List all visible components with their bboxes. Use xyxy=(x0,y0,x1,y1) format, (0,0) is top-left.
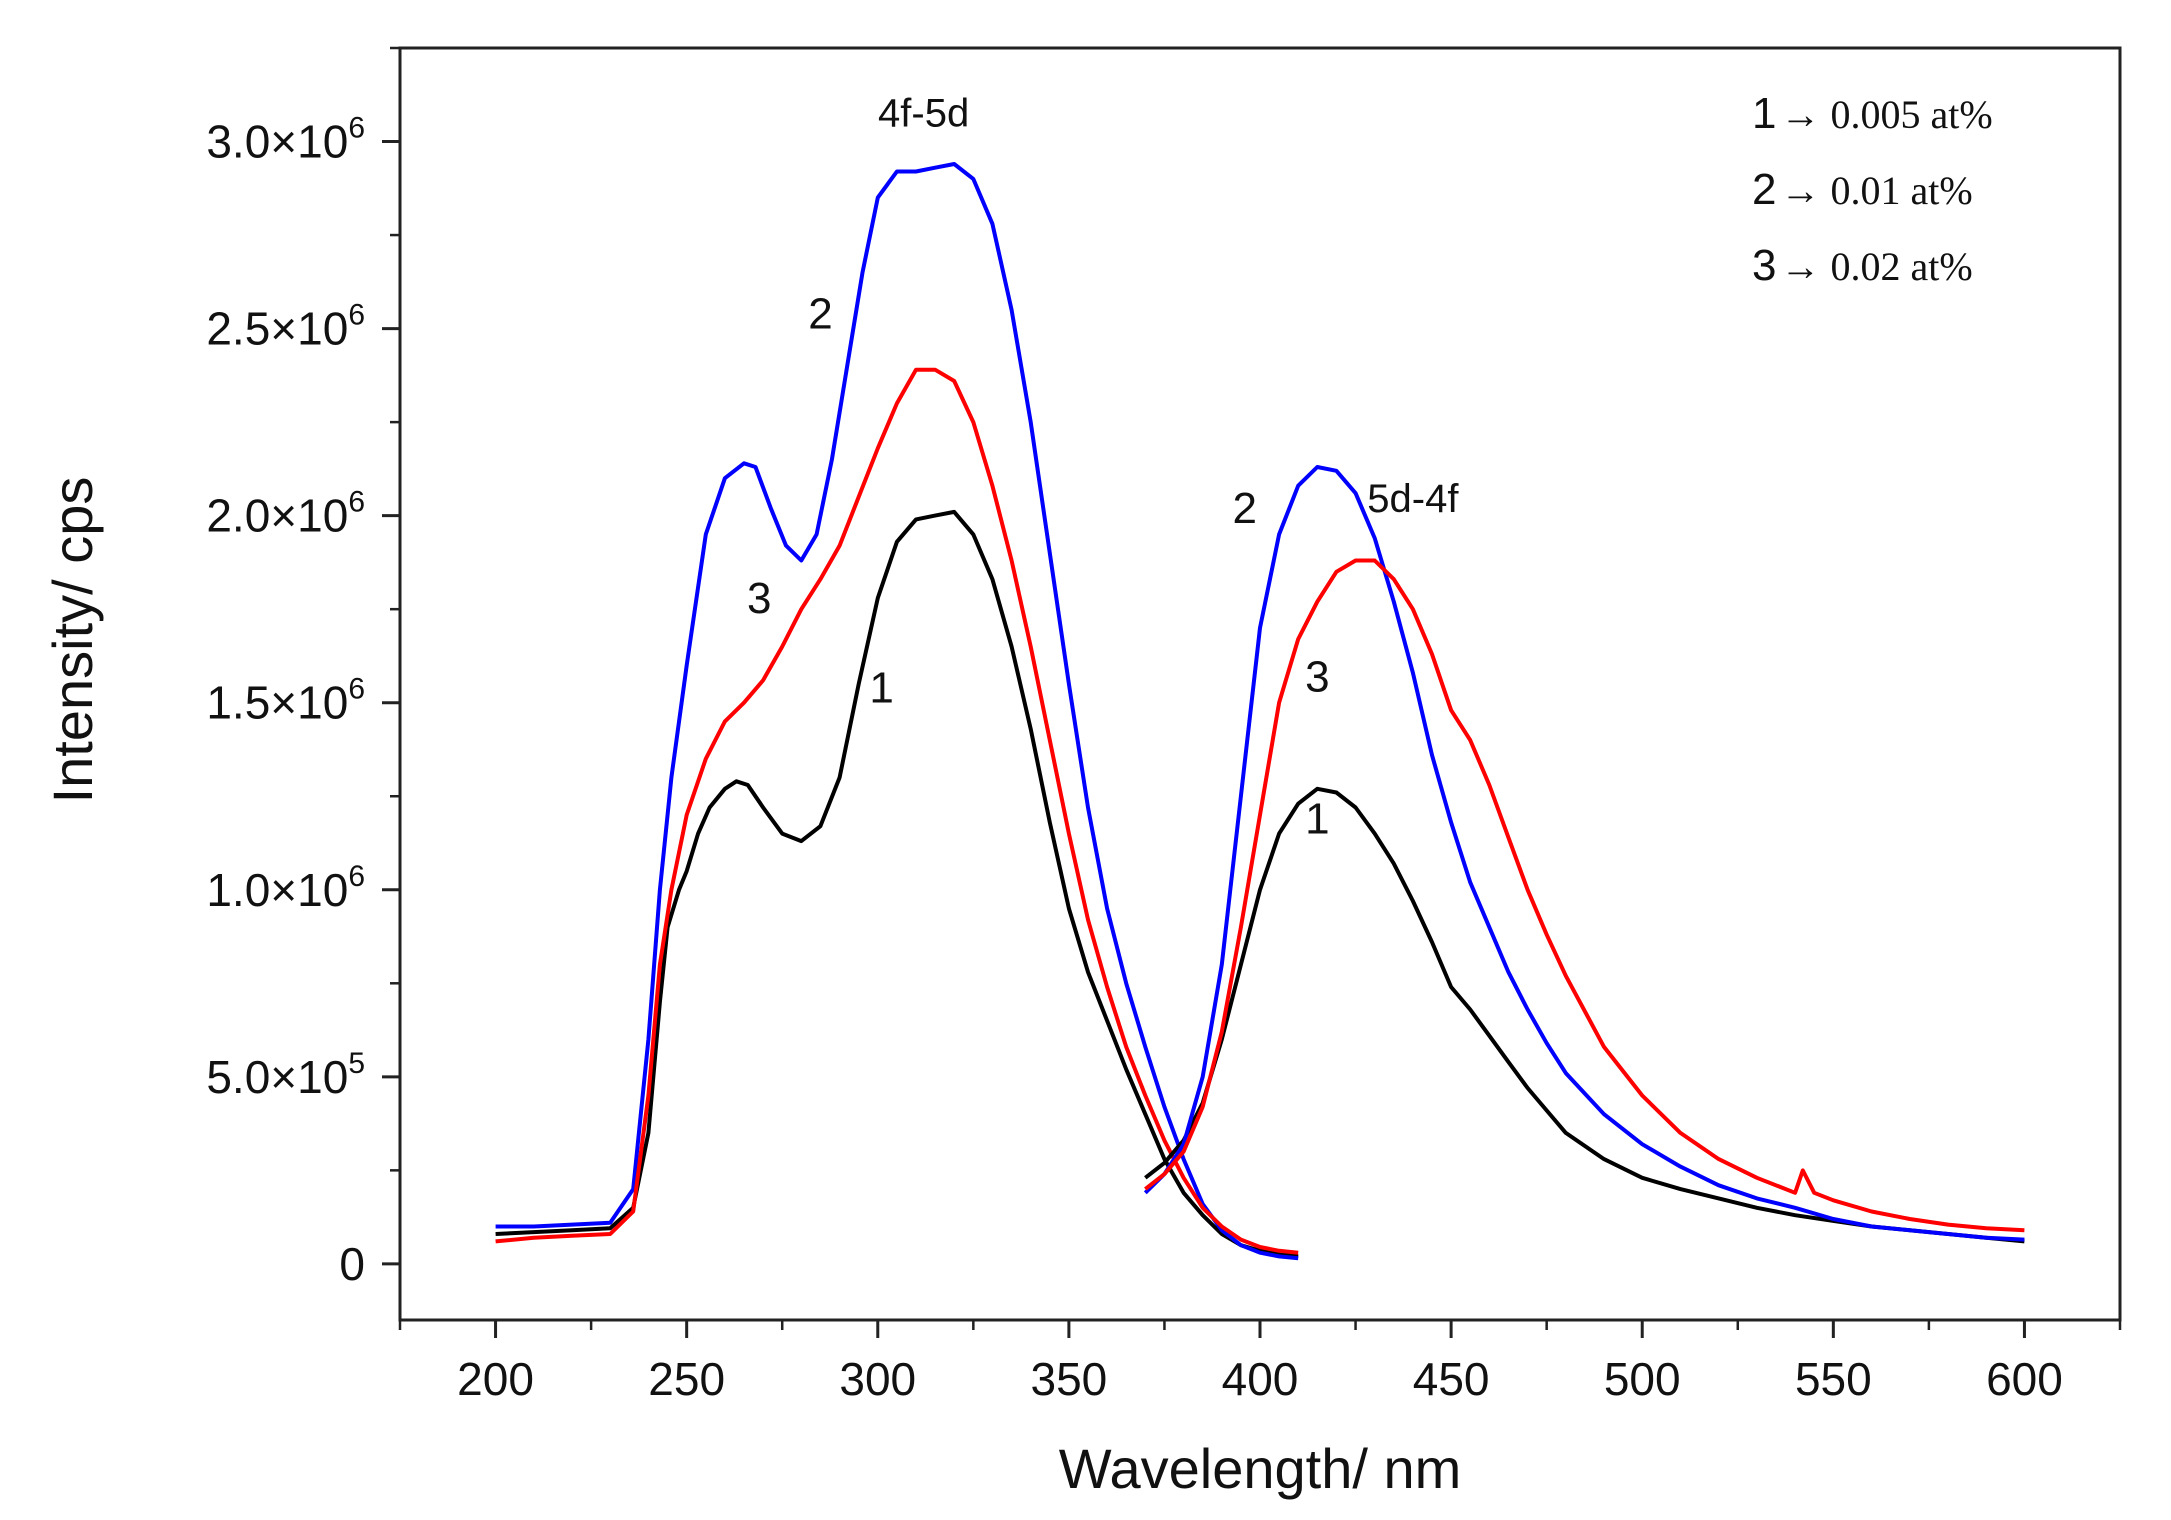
y-tick-label: 1.5×106 xyxy=(206,673,365,729)
y-tick-label: 5.0×105 xyxy=(206,1047,365,1103)
legend-entry: 2 → 0.01 at% xyxy=(1752,165,1973,214)
series-line-3-excitation xyxy=(495,367,1299,1255)
series-line-1-emission xyxy=(1144,786,2025,1244)
x-tick-label: 350 xyxy=(1031,1353,1108,1405)
y-tick-label: 2.5×106 xyxy=(206,299,365,355)
x-axis-title: Wavelength/ nm xyxy=(1059,1437,1462,1500)
series-line-1-excitation xyxy=(495,509,1299,1259)
legend: 1 → 0.005 at% 2 → 0.01 at% 3 → 0.02 at% xyxy=(1752,89,1993,290)
x-tick-label: 400 xyxy=(1222,1353,1299,1405)
curve-number-label: 1 xyxy=(869,664,893,713)
curve-number-label: 2 xyxy=(1232,484,1256,533)
y-tick-label: 2.0×106 xyxy=(206,486,365,542)
x-tick-label: 450 xyxy=(1413,1353,1490,1405)
legend-entry: 3 → 0.02 at% xyxy=(1752,241,1973,290)
y-tick-label: 3.0×106 xyxy=(206,112,365,168)
annotation-label: 5d-4f xyxy=(1367,477,1459,521)
y-axis-title: Intensity/ cps xyxy=(41,477,104,804)
series-layer xyxy=(495,162,2025,1261)
curve-number-label: 3 xyxy=(747,574,771,623)
legend-entry: 1 → 0.005 at% xyxy=(1752,89,1993,138)
x-tick-label: 550 xyxy=(1795,1353,1872,1405)
x-tick-label: 500 xyxy=(1604,1353,1681,1405)
series-line-3-emission xyxy=(1144,558,2025,1233)
x-tick-label: 600 xyxy=(1986,1353,2063,1405)
axes-layer xyxy=(382,46,2122,1338)
curve-number-label: 2 xyxy=(808,290,832,339)
text-layer: 200 250 300 350 400 450 500 550 600 0 5.0×105 1.0×1… xyxy=(206,92,2062,1405)
annotation-label: 4f-5d xyxy=(878,92,969,136)
y-tick-label: 1.0×106 xyxy=(206,860,365,916)
y-tick-label: 0 xyxy=(339,1238,365,1290)
x-tick-label: 300 xyxy=(839,1353,916,1405)
curve-number-label: 1 xyxy=(1305,795,1329,844)
series-line-2-emission xyxy=(1143,465,2025,1242)
series-line-2-excitation xyxy=(495,162,1299,1261)
x-tick-label: 200 xyxy=(457,1353,534,1405)
plot-frame xyxy=(398,46,2122,1322)
x-tick-label: 250 xyxy=(648,1353,725,1405)
curve-number-label: 3 xyxy=(1305,652,1329,701)
